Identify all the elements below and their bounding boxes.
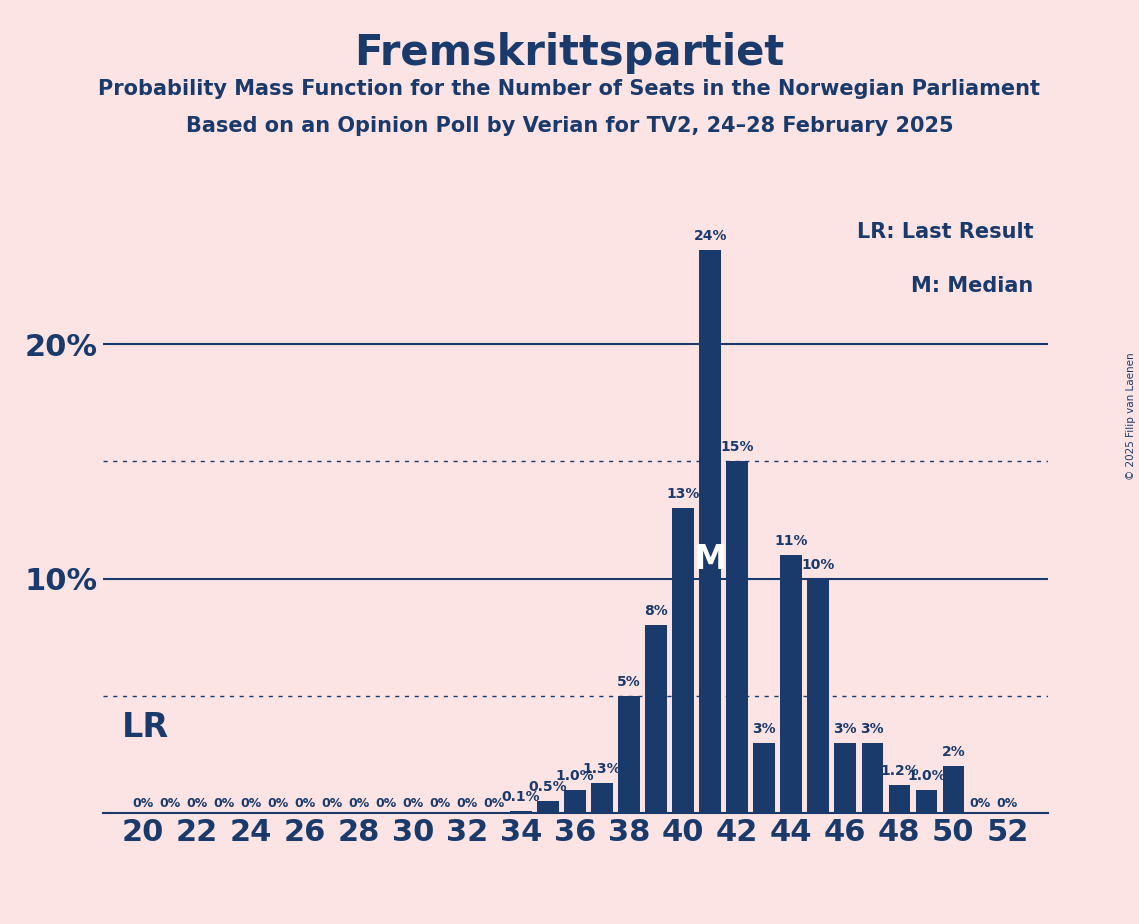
Bar bbox=[618, 696, 640, 813]
Text: 1.0%: 1.0% bbox=[556, 769, 595, 783]
Text: 0%: 0% bbox=[376, 796, 396, 809]
Text: 1.2%: 1.2% bbox=[880, 764, 919, 778]
Text: © 2025 Filip van Laenen: © 2025 Filip van Laenen bbox=[1126, 352, 1136, 480]
Bar bbox=[943, 766, 964, 813]
Text: 0%: 0% bbox=[268, 796, 288, 809]
Text: 0%: 0% bbox=[349, 796, 370, 809]
Text: LR: Last Result: LR: Last Result bbox=[857, 222, 1034, 241]
Text: 0.1%: 0.1% bbox=[502, 790, 541, 804]
Bar bbox=[835, 743, 857, 813]
Text: M: Median: M: Median bbox=[911, 276, 1034, 297]
Bar bbox=[538, 801, 559, 813]
Text: 2%: 2% bbox=[942, 745, 965, 760]
Bar bbox=[591, 783, 613, 813]
Bar bbox=[808, 578, 829, 813]
Bar bbox=[727, 461, 748, 813]
Text: 3%: 3% bbox=[753, 722, 776, 736]
Text: 5%: 5% bbox=[617, 675, 641, 688]
Text: 1.3%: 1.3% bbox=[583, 761, 622, 775]
Text: 10%: 10% bbox=[802, 557, 835, 572]
Text: 0%: 0% bbox=[429, 796, 451, 809]
Text: 0%: 0% bbox=[969, 796, 991, 809]
Bar bbox=[565, 790, 585, 813]
Text: 11%: 11% bbox=[775, 534, 808, 548]
Text: Fremskrittspartiet: Fremskrittspartiet bbox=[354, 32, 785, 74]
Text: 0%: 0% bbox=[457, 796, 477, 809]
Text: 0%: 0% bbox=[402, 796, 424, 809]
Text: Probability Mass Function for the Number of Seats in the Norwegian Parliament: Probability Mass Function for the Number… bbox=[98, 79, 1041, 99]
Text: 13%: 13% bbox=[666, 487, 700, 501]
Text: M: M bbox=[694, 543, 727, 577]
Text: Based on an Opinion Poll by Verian for TV2, 24–28 February 2025: Based on an Opinion Poll by Verian for T… bbox=[186, 116, 953, 136]
Bar bbox=[916, 790, 937, 813]
Text: LR: LR bbox=[122, 711, 169, 744]
Bar bbox=[888, 785, 910, 813]
Bar bbox=[754, 743, 775, 813]
Bar bbox=[861, 743, 883, 813]
Bar bbox=[672, 508, 694, 813]
Bar bbox=[699, 250, 721, 813]
Text: 24%: 24% bbox=[694, 229, 727, 243]
Text: 3%: 3% bbox=[834, 722, 858, 736]
Text: 0%: 0% bbox=[213, 796, 235, 809]
Bar bbox=[780, 555, 802, 813]
Text: 0.5%: 0.5% bbox=[528, 781, 567, 795]
Text: 15%: 15% bbox=[721, 440, 754, 455]
Bar bbox=[510, 810, 532, 813]
Text: 0%: 0% bbox=[321, 796, 343, 809]
Text: 0%: 0% bbox=[132, 796, 154, 809]
Text: 8%: 8% bbox=[645, 604, 669, 618]
Text: 0%: 0% bbox=[484, 796, 505, 809]
Bar bbox=[646, 626, 667, 813]
Text: 1.0%: 1.0% bbox=[907, 769, 945, 783]
Text: 0%: 0% bbox=[187, 796, 207, 809]
Text: 0%: 0% bbox=[240, 796, 262, 809]
Text: 0%: 0% bbox=[159, 796, 181, 809]
Text: 3%: 3% bbox=[860, 722, 884, 736]
Text: 0%: 0% bbox=[295, 796, 316, 809]
Text: 0%: 0% bbox=[997, 796, 1018, 809]
